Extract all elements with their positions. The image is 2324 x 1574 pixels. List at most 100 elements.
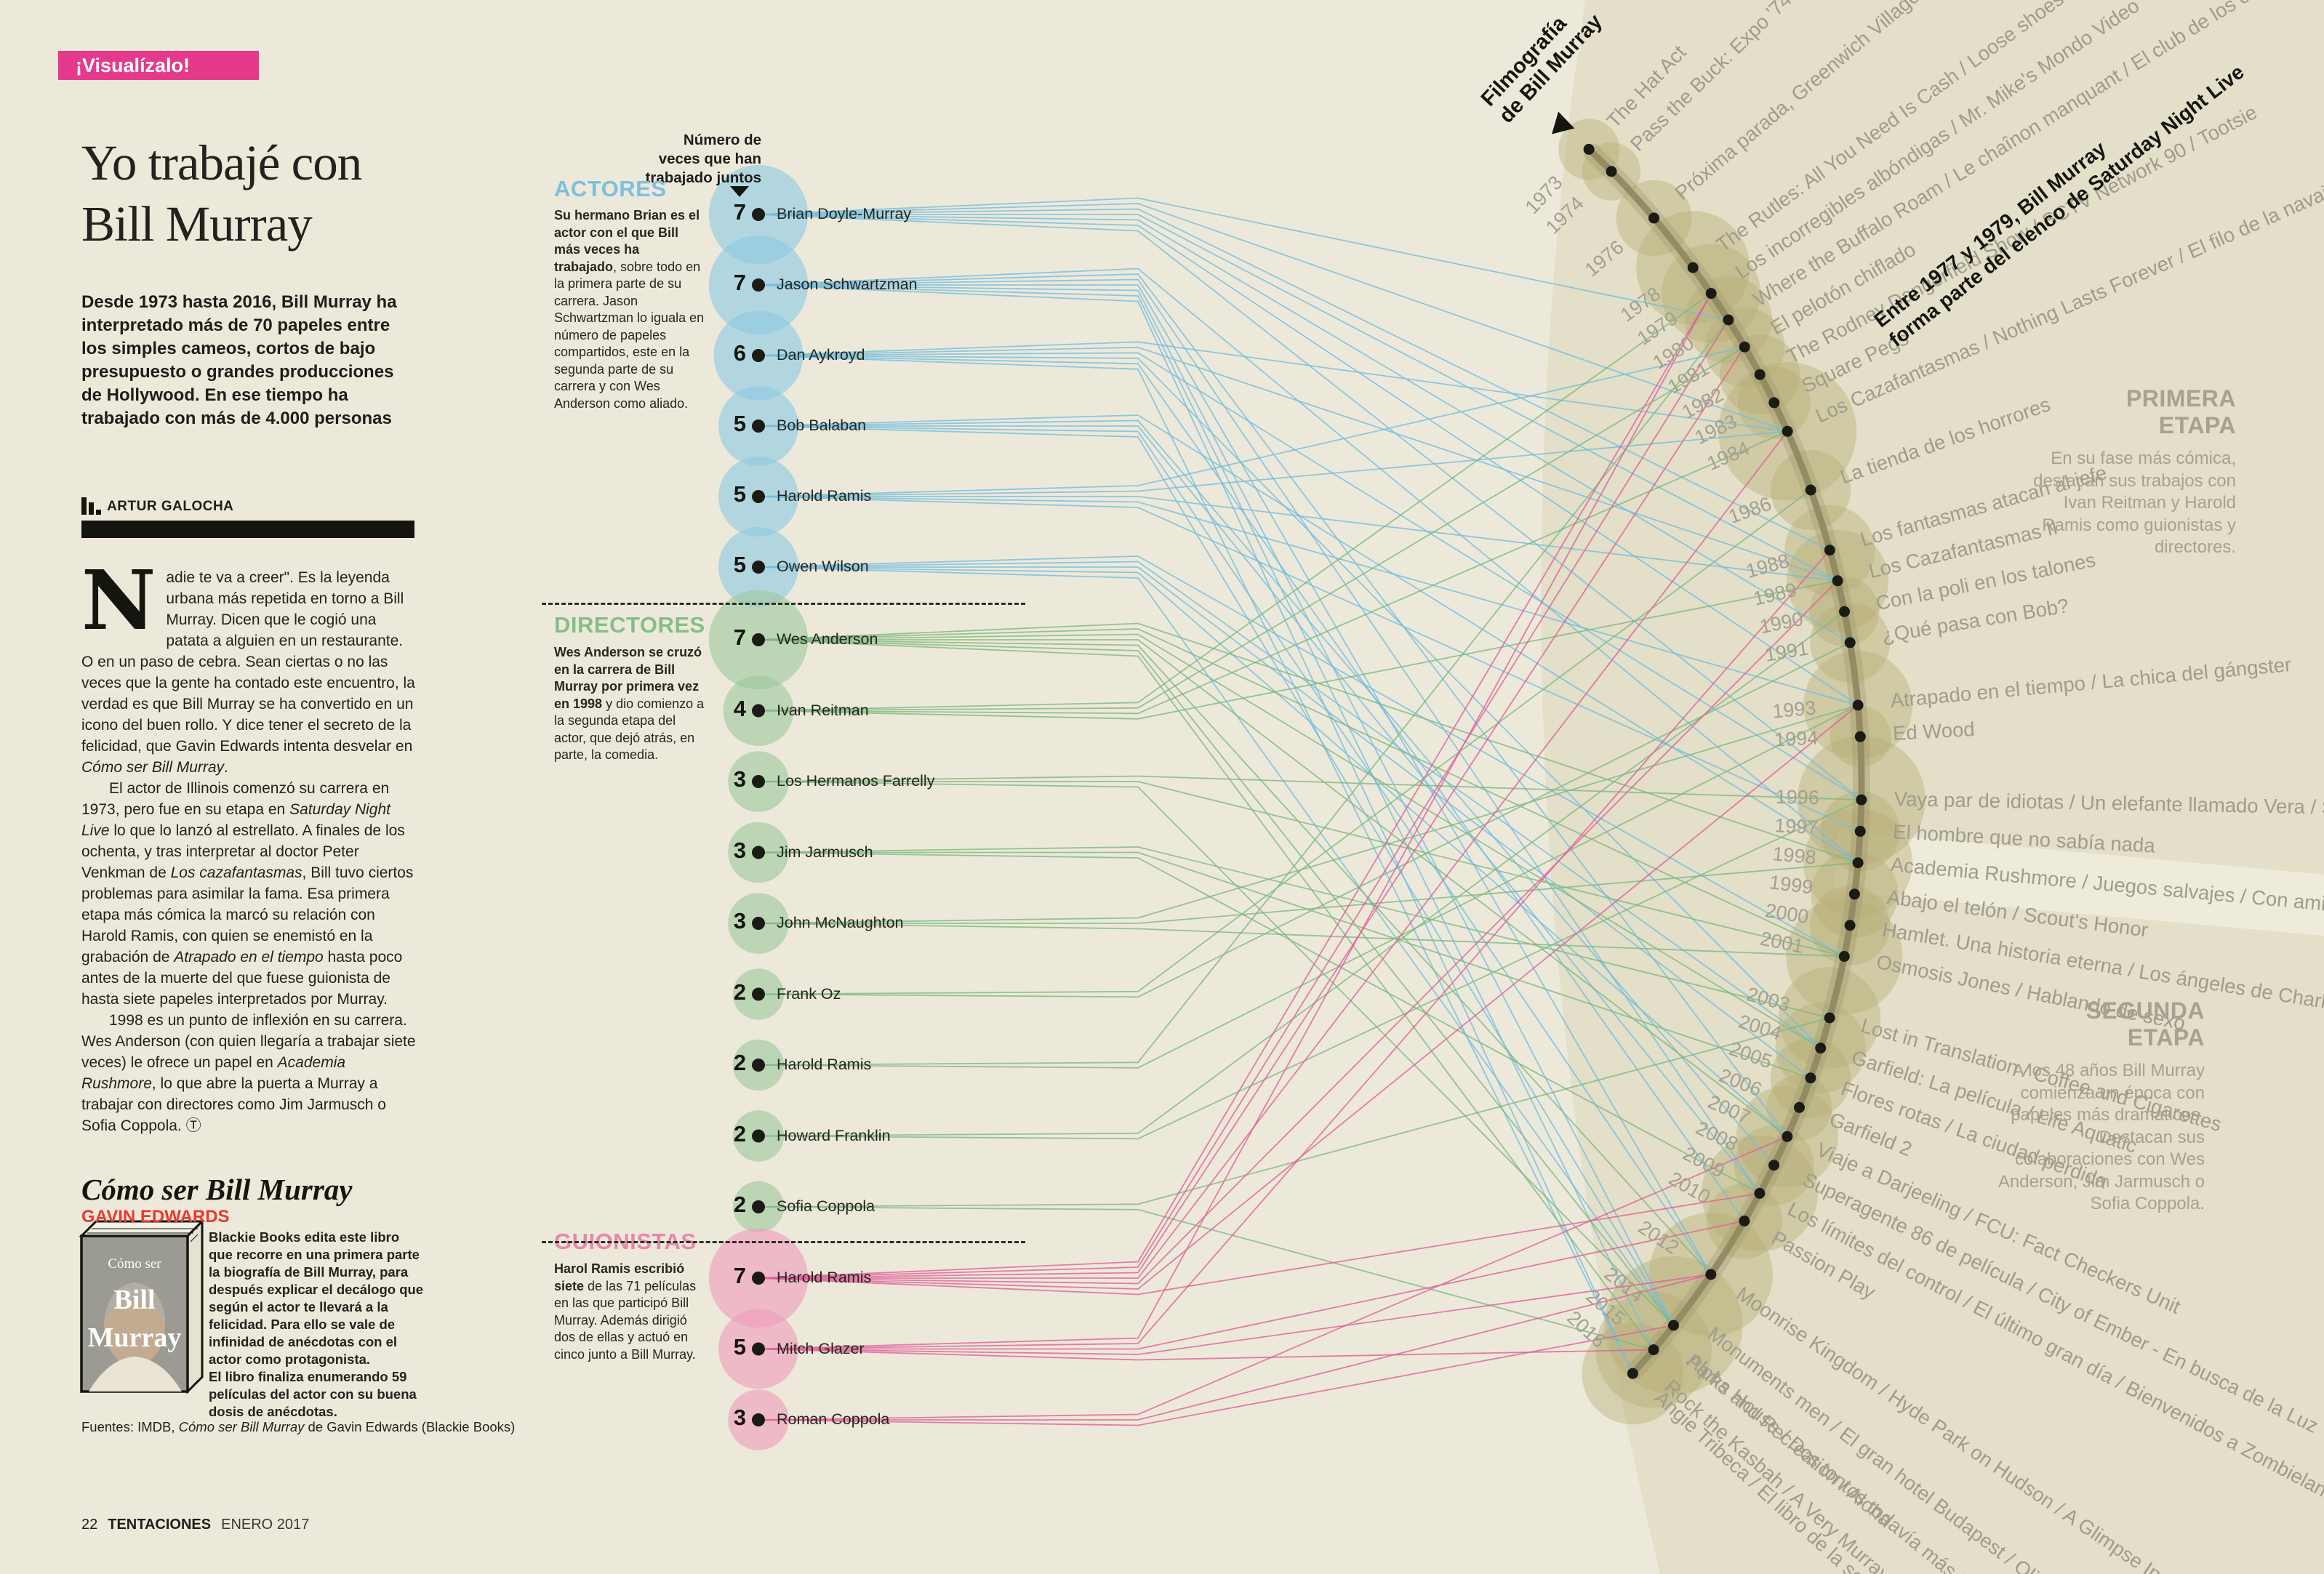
connection-line (758, 425, 1760, 1194)
connection-line (758, 430, 1788, 1279)
year-dot (1824, 545, 1835, 556)
times-count: 3 (733, 766, 746, 792)
connection-line (758, 566, 1675, 1326)
stage-text: En su fase más cómica, destacan sus trab… (2033, 449, 2236, 557)
connection-line (758, 355, 1745, 1221)
connection-line (758, 197, 1729, 321)
year-dot (1848, 888, 1860, 900)
year-dot (1782, 425, 1793, 437)
article-paragraph-2: El actor de Illinois comenzó su carrera … (81, 780, 414, 1008)
stage-title: SEGUNDA ETAPA (2085, 997, 2205, 1051)
connection-line (758, 555, 1845, 957)
person-name: Los Hermanos Farrelly (777, 772, 935, 790)
year-dot (1648, 212, 1659, 224)
connection-line (758, 284, 1712, 1275)
year-dot (1838, 951, 1850, 962)
connection-line (758, 346, 1838, 582)
connection-line (758, 1348, 1654, 1361)
year-dot (1668, 1320, 1679, 1331)
connection-line (758, 633, 1822, 1049)
times-count: 2 (733, 979, 746, 1005)
year-dot (1856, 794, 1867, 806)
times-count: 3 (733, 908, 746, 933)
times-count: 7 (733, 1263, 746, 1288)
person-name: Wes Anderson (777, 630, 878, 648)
connection-line (758, 430, 1788, 497)
year-dot (1705, 288, 1717, 300)
timeline-arc (1585, 145, 1865, 1377)
connection-line (758, 489, 1811, 995)
group-desc-directors: Wes Anderson se cruzó en la carrera de B… (554, 645, 705, 762)
byline-author: ARTUR GALOCHA (107, 499, 234, 514)
byline-mark-icon (81, 497, 87, 515)
person-name: Bob Balaban (777, 417, 867, 434)
person-dot (752, 1059, 765, 1072)
page-title-line2: Bill Murray (81, 196, 313, 252)
timeline-start-arrow-icon (1552, 111, 1575, 134)
person-dot (752, 278, 765, 292)
times-count: 2 (733, 1050, 746, 1075)
person-name: Jim Jarmusch (777, 843, 873, 861)
connection-line (758, 355, 1822, 1049)
person-dot (752, 1200, 765, 1213)
book-summary: Blackie Books edita este libro que recor… (209, 1229, 424, 1421)
section-banner: ¡Visualízalo! (58, 51, 259, 80)
year-dot (1754, 1187, 1766, 1199)
connection-line (758, 642, 1851, 998)
connection-line (758, 346, 1745, 497)
stage-segunda-etapa: SEGUNDA ETAPA A los 48 años Bill Murray co… (1994, 997, 2205, 1216)
book-cover-line1: Cómo ser (108, 1256, 161, 1272)
connection-line (758, 352, 1862, 800)
year-dot (1852, 857, 1864, 869)
book-author: GAVIN EDWARDS (81, 1207, 230, 1226)
page-number: 22 (81, 1517, 98, 1533)
times-count: 7 (733, 270, 746, 295)
connection-line (758, 566, 1788, 1137)
divider-bar (81, 521, 414, 538)
person-dot (752, 490, 765, 503)
connection-line (758, 639, 1654, 1351)
year-dot (1852, 699, 1864, 711)
year-dot (1832, 575, 1843, 587)
group-desc-actors: Su hermano Brian es el actor con el que … (554, 208, 705, 411)
times-count: 2 (733, 1121, 746, 1147)
connection-line (758, 208, 1830, 551)
byline: ARTUR GALOCHA (81, 497, 372, 515)
year-label: 1993 (1771, 696, 1817, 722)
article-paragraph-3: 1998 es un punto de inflexión en su carr… (81, 1012, 416, 1134)
connection-line (758, 704, 1859, 1069)
page-title-line1: Yo trabajé con (81, 135, 362, 190)
connection-line (758, 414, 1859, 864)
year-label: 1994 (1774, 727, 1819, 751)
axis-arrow-down-icon (730, 186, 749, 197)
connection-line (758, 496, 1838, 582)
year-dot (1583, 143, 1595, 155)
person-name: Brian Doyle-Murray (777, 205, 912, 222)
axis-note: Número de veces que han trabajado juntos (645, 132, 761, 186)
connection-line (758, 293, 1712, 1279)
book-cover: Cómo ser Bill Murray (79, 1218, 205, 1394)
connection-line (758, 293, 1712, 1350)
connection-line (758, 639, 1712, 1275)
year-label: 1997 (1774, 814, 1819, 838)
year-dot (1854, 731, 1866, 742)
highlight-band-1998 (1833, 830, 2324, 941)
person-dot (752, 1129, 765, 1143)
connection-line (758, 214, 1862, 800)
year-dot (1815, 1043, 1827, 1054)
year-dot (1854, 825, 1866, 837)
person-dot (752, 1342, 765, 1356)
connection-line (758, 1220, 1745, 1350)
year-dot (1768, 397, 1780, 409)
sources-note: Fuentes: IMDB, Cómo ser Bill Murray de G… (81, 1419, 516, 1434)
connection-line (758, 566, 1811, 1079)
group-header-actors: ACTORES (554, 176, 667, 201)
book-title: Cómo ser Bill Murray (81, 1173, 353, 1206)
year-dot (1606, 166, 1617, 177)
person-dot (752, 419, 765, 433)
connection-line (758, 203, 1788, 433)
connection-line (758, 419, 1775, 1166)
